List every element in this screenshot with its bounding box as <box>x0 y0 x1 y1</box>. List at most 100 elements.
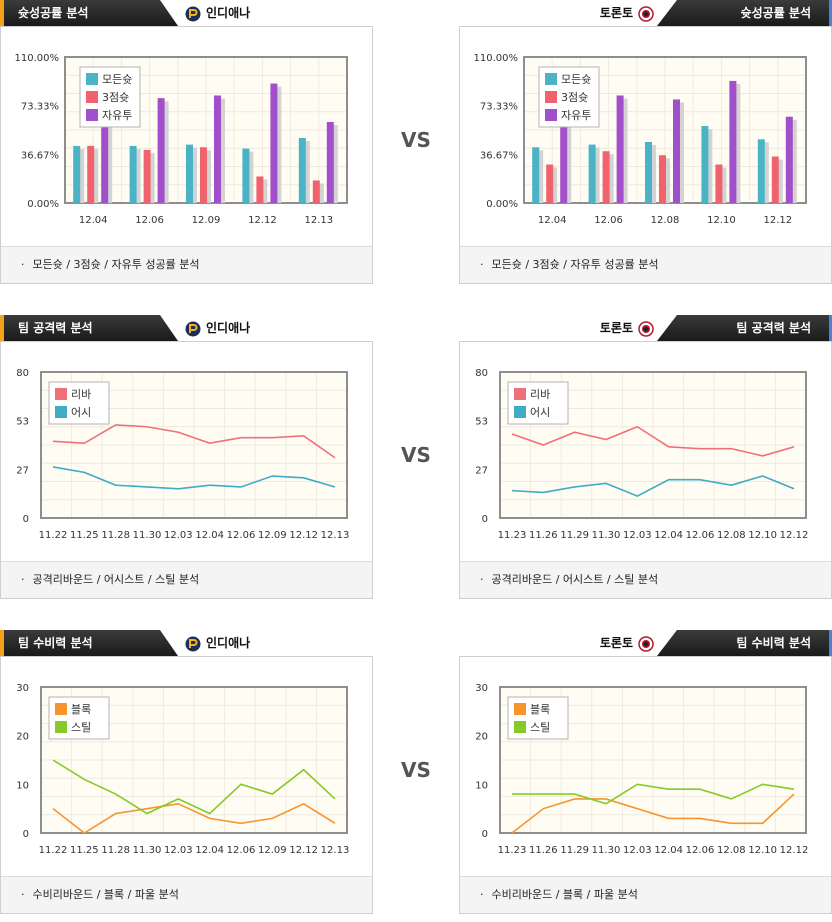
bar <box>73 145 81 203</box>
pacers-logo-icon <box>185 6 201 21</box>
toronto-shooting-panel: 토론토 슛성공률 분석 0.00% 36.67% 73.33% 110.00% 12.0… <box>459 0 832 285</box>
x-tick-label: 12.06 <box>686 845 715 856</box>
y-tick-label: 20 <box>475 732 488 743</box>
x-tick-label: 12.03 <box>164 530 193 541</box>
legend-swatch <box>514 703 526 715</box>
bar-shadow <box>302 140 310 203</box>
raptors-logo-icon <box>638 635 654 652</box>
footer-label: 수비리바운드 / 블록 / 파울 분석 <box>32 888 179 901</box>
bar-shadow <box>719 167 727 203</box>
x-tick-label: 12.04 <box>195 530 224 541</box>
team-label: 토론토 <box>599 6 633 20</box>
x-tick-label: 12.03 <box>164 845 193 856</box>
team-label: 인디애나 <box>206 6 251 20</box>
bar <box>729 80 737 203</box>
shooting-chart-toronto: 0.00% 36.67% 73.33% 110.00% 12.04 12.06 12.08 1… <box>474 53 807 226</box>
series-line <box>52 466 336 490</box>
legend-swatch <box>514 406 526 418</box>
y-tick-label: 20 <box>16 732 29 743</box>
bar <box>298 137 306 203</box>
bar-shadow <box>147 152 155 203</box>
legend-label: 어시 <box>71 406 91 419</box>
x-tick-label: 12.10 <box>748 530 777 541</box>
legend-label: 스틸 <box>530 721 550 734</box>
y-tick-label: 0.00% <box>27 199 59 210</box>
footer-label: 수비리바운드 / 블록 / 파울 분석 <box>491 888 638 901</box>
chart-footer: · 공격리바운드 / 어시스트 / 스틸 분석 <box>1 561 372 598</box>
bar <box>200 147 207 203</box>
bar-shadow <box>91 148 99 203</box>
vs-label: VS <box>401 758 431 782</box>
series-line <box>512 783 795 805</box>
section-title: 팀 공격력 분석 <box>657 315 832 341</box>
x-tick-label: 12.10 <box>748 845 777 856</box>
series-line <box>511 425 795 457</box>
x-tick-label: 12.12 <box>780 845 809 856</box>
legend-label: 스틸 <box>71 721 91 734</box>
y-tick-label: 27 <box>16 465 29 476</box>
legend-swatch <box>514 388 526 400</box>
plot-frame <box>40 371 348 519</box>
x-tick-label: 12.06 <box>594 215 623 226</box>
series-line <box>511 475 795 497</box>
bar-shadow <box>705 129 713 203</box>
toronto-offense-panel: 토론토 팀 공격력 분석 0 27 53 80 11.23 11.26 11.29 11.30… <box>459 315 832 600</box>
section-title: 팀 수비력 분석 <box>657 630 832 656</box>
section-title: 팀 수비력 분석 <box>0 630 178 656</box>
x-tick-label: 12.03 <box>623 845 652 856</box>
y-tick-label: 30 <box>475 683 488 694</box>
x-tick-label: 12.04 <box>195 845 224 856</box>
team-name-indiana: 인디애나 <box>185 630 250 656</box>
pacers-logo-icon <box>185 321 201 336</box>
bar <box>757 139 765 203</box>
footer-label: 공격리바운드 / 어시스트 / 스틸 분석 <box>32 573 200 586</box>
bar-shadow <box>649 144 656 203</box>
series-line <box>511 793 795 834</box>
chart-box: 0 10 20 30 11.22 11.25 11.28 11.30 12.03 12.04 12.… <box>0 656 373 914</box>
section-title: 슛성공률 분석 <box>657 0 832 26</box>
y-tick-label: 10 <box>475 780 488 791</box>
y-tick-label: 0 <box>23 829 29 840</box>
legend-label: 어시 <box>530 406 550 419</box>
x-tick-label: 11.28 <box>101 845 130 856</box>
chart-box: 0 10 20 30 11.23 11.26 11.29 11.30 12.03 12.04 12.… <box>459 656 832 914</box>
y-tick-label: 10 <box>16 780 29 791</box>
x-tick-label: 11.30 <box>592 530 621 541</box>
legend-label: 리바 <box>71 388 91 401</box>
legend-label: 3점슛 <box>561 91 588 104</box>
bar <box>546 164 554 203</box>
legend-swatch <box>86 109 98 121</box>
bar-shadow <box>663 158 670 203</box>
team-label: 토론토 <box>599 636 633 650</box>
bar <box>673 99 680 203</box>
team-name-toronto: 토론토 <box>600 0 654 26</box>
x-tick-label: 12.12 <box>763 215 792 226</box>
panel-header: 팀 공격력 분석 인디애나 <box>0 315 373 341</box>
x-tick-label: 12.04 <box>538 215 567 226</box>
x-tick-label: 11.30 <box>133 530 162 541</box>
y-tick-label: 80 <box>475 368 488 379</box>
bar <box>143 149 151 203</box>
bar-shadow <box>260 179 268 203</box>
chart-footer: · 모든슛 / 3점슛 / 자유투 성공률 분석 <box>1 246 372 283</box>
pacers-logo-icon <box>185 636 201 651</box>
bar-shadow <box>733 83 741 203</box>
bar-shadow <box>677 102 684 203</box>
legend-label: 블록 <box>530 703 550 716</box>
legend-label: 3점슛 <box>102 91 129 104</box>
x-tick-label: 12.12 <box>289 845 318 856</box>
x-tick-label: 11.29 <box>560 530 589 541</box>
panel-header: 슛성공률 분석 인디애나 <box>0 0 373 26</box>
legend-label: 블록 <box>71 703 91 716</box>
indiana-defense-panel: 팀 수비력 분석 인디애나 0 10 20 30 11.22 11.25 11.28 11.3… <box>0 630 373 915</box>
y-tick-label: 0.00% <box>486 199 518 210</box>
bar <box>312 180 320 203</box>
vs-label: VS <box>401 128 431 152</box>
bar-shadow <box>536 150 544 203</box>
panel-header: 토론토 팀 수비력 분석 <box>459 630 832 656</box>
y-tick-label: 73.33% <box>480 102 518 113</box>
legend-swatch <box>55 388 67 400</box>
panel-header: 토론토 팀 공격력 분석 <box>459 315 832 341</box>
